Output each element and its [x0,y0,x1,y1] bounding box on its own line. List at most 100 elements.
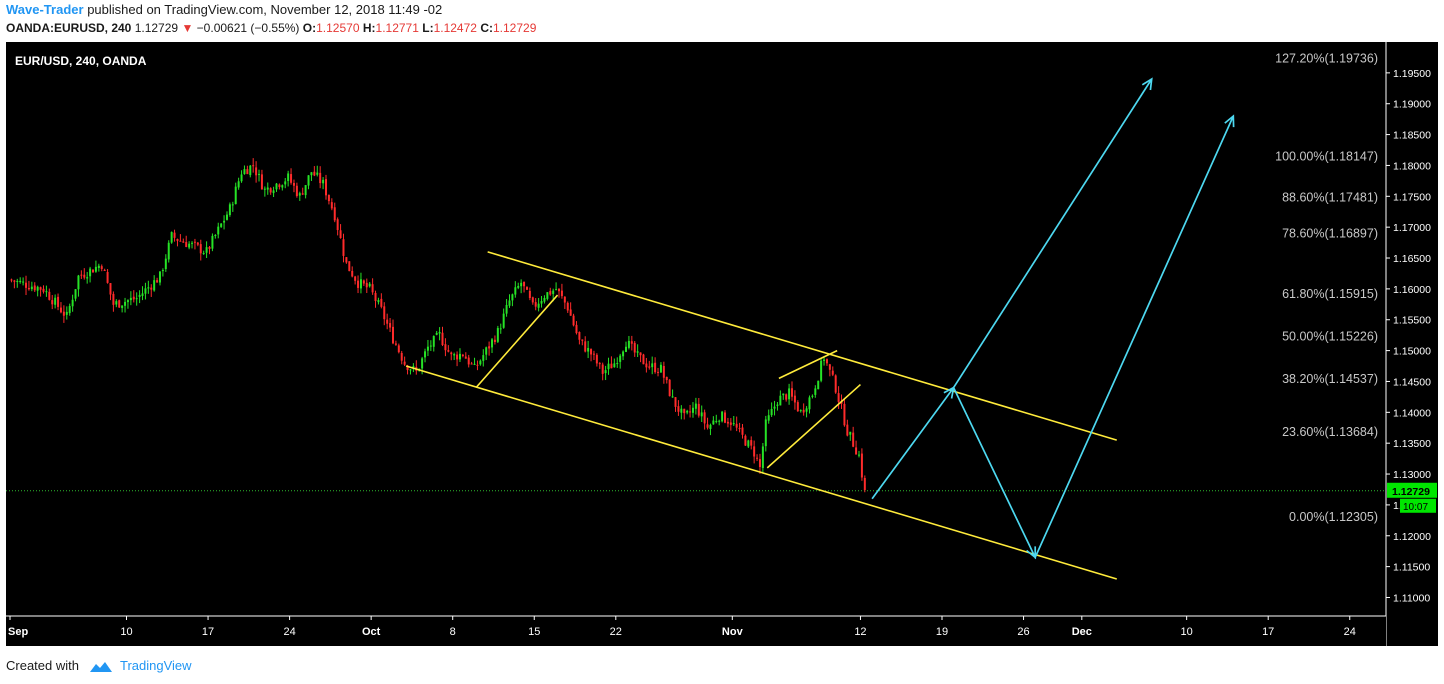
time-axis[interactable] [6,616,1386,646]
low-value: 1.12472 [433,21,477,35]
candle [141,286,144,301]
candle [161,268,164,277]
candle [511,293,514,307]
candle [208,245,211,255]
candle [767,409,770,424]
candle [761,442,764,474]
price-change: −0.00621 (−0.55%) [196,21,300,35]
candle [231,201,234,212]
candle [193,238,196,250]
x-tick-label: 24 [1344,626,1356,638]
x-tick-label: 10 [1181,626,1193,638]
candle [648,360,651,370]
candle [441,326,444,347]
chart-title: EUR/USD, 240, OANDA [15,54,147,68]
candle [549,287,552,296]
candle [505,299,508,317]
y-tick-label: 1.18500 [1393,130,1431,142]
candle [275,182,278,192]
projection-arrowhead [1141,77,1153,91]
candle [805,406,808,418]
candle [683,408,686,420]
candle [744,434,747,446]
candle [129,291,132,306]
fib-level-label: 100.00%(1.18147) [1275,149,1378,163]
candle [77,274,80,297]
candle [802,403,805,416]
candle [758,453,761,474]
candle [677,400,680,416]
candle [100,264,103,272]
candle [479,359,482,366]
author-link[interactable]: Wave-Trader [6,2,84,17]
candle [770,402,773,417]
x-tick-label: 26 [1017,626,1029,638]
current-price-tag-label: 1.12729 [1392,486,1430,498]
candle [852,426,855,448]
candle [205,241,208,258]
y-tick-label: 1.18000 [1393,160,1431,172]
candle [144,282,147,300]
candle [828,363,831,377]
candle [51,295,54,310]
candle [645,357,648,373]
candle [520,279,523,294]
candle [499,323,502,334]
candle [173,229,176,242]
candle [10,278,13,283]
candle [782,393,785,400]
candle [115,299,118,308]
candle [196,241,199,247]
chart-panel[interactable]: 127.20%(1.19736) 100.00%(1.18147) 88.60%(1… [6,42,1438,646]
candle [823,357,826,366]
candle [604,365,607,381]
candle [217,222,220,239]
candle [54,294,57,309]
candle [601,362,604,381]
candle [590,348,593,362]
close-label: C: [480,21,493,35]
candle [357,275,360,294]
candle [721,410,724,423]
candle [616,357,619,368]
candle [508,294,511,308]
candle [86,271,89,284]
candle [453,352,456,361]
candle [709,423,712,436]
candle [636,344,639,357]
tradingview-link[interactable]: TradingView [120,658,192,673]
candle [642,353,645,365]
last-price: 1.12729 [134,21,179,35]
candle [470,361,473,365]
candle [59,302,62,314]
candle [654,357,657,374]
candle [525,286,528,290]
candle [211,233,214,252]
x-tick-label: Nov [722,626,744,638]
price-chart[interactable]: 127.20%(1.19736) 100.00%(1.18147) 88.60%(1… [6,42,1438,646]
candle [307,175,310,190]
price-axis[interactable] [1386,42,1438,646]
candle [863,475,866,493]
candle [610,356,613,369]
candle [156,277,159,283]
candle [429,340,432,351]
candle [435,330,438,336]
flag-line [778,349,838,380]
candle [94,260,97,273]
candle [319,166,322,189]
y-tick-label: 1.13500 [1393,438,1431,450]
candle [461,353,464,358]
candle [860,448,863,481]
low-label: L: [422,21,434,35]
candle [135,292,138,306]
candle [246,165,249,175]
fib-level-label: 23.60%(1.13684) [1282,425,1378,439]
candle [121,305,124,313]
candle [42,285,45,294]
candle [68,303,71,316]
y-tick-label: 1.17000 [1393,222,1431,234]
candle [304,185,307,199]
candle [639,352,642,363]
candle [814,385,817,398]
